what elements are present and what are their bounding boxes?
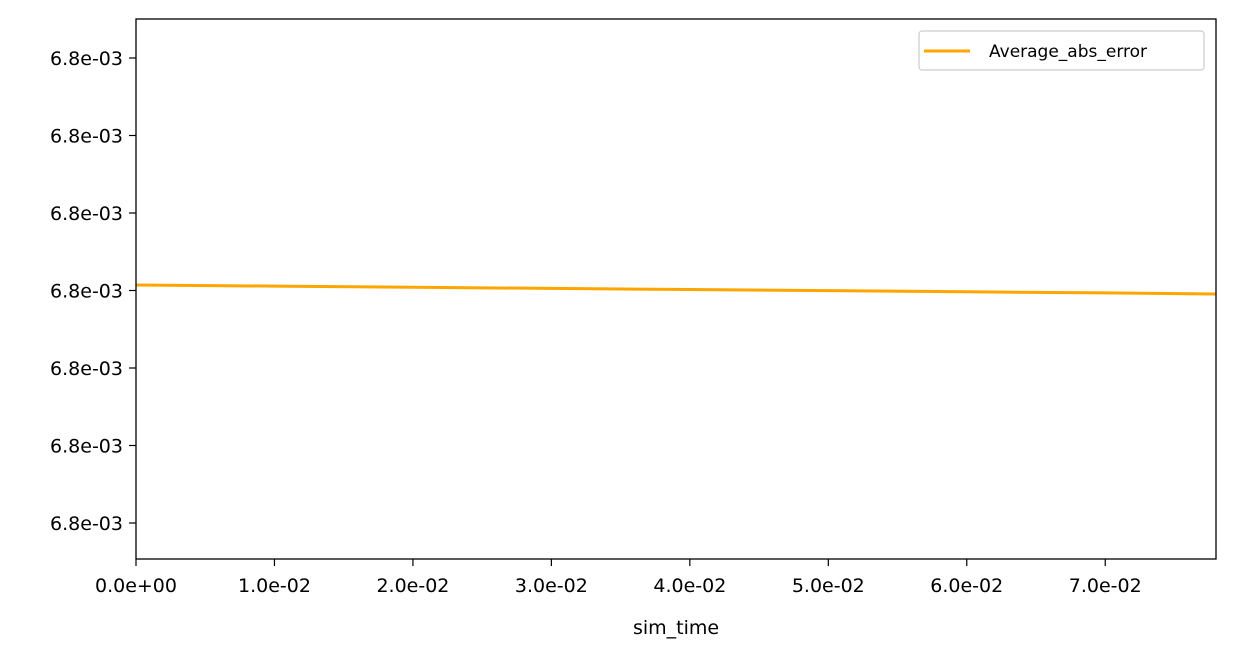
x-tick-label: 2.0e-02 (376, 575, 449, 597)
plot-frame (135, 18, 1217, 560)
legend-label-average-abs-error: Average_abs_error (989, 42, 1147, 62)
x-tick-label: 5.0e-02 (792, 575, 865, 597)
x-tick-label: 4.0e-02 (653, 575, 726, 597)
legend-box (918, 30, 1205, 71)
y-tick-label: 6.8e-03 (50, 126, 123, 148)
y-axis-ticks: 6.8e-03 6.8e-03 6.8e-03 6.8e-03 6.8e-03 6.8e-… (50, 48, 136, 535)
y-tick-label: 6.8e-03 (50, 48, 123, 70)
series-line-average-abs-error (135, 283, 1217, 296)
x-axis-label: sim_time (633, 617, 719, 639)
y-tick-label: 6.8e-03 (50, 436, 123, 458)
legend: Average_abs_error (918, 30, 1205, 71)
y-tick-label: 6.8e-03 (50, 281, 123, 303)
x-tick-label: 3.0e-02 (515, 575, 588, 597)
x-tick-label: 6.0e-02 (930, 575, 1003, 597)
x-tick-label: 0.0e+00 (95, 575, 177, 597)
x-axis-ticks: 0.0e+00 1.0e-02 2.0e-02 3.0e-02 4.0e-02 5.0e-… (95, 559, 1142, 597)
y-tick-label: 6.8e-03 (50, 203, 123, 225)
x-tick-label: 1.0e-02 (238, 575, 311, 597)
y-tick-label: 6.8e-03 (50, 513, 123, 535)
y-tick-label: 6.8e-03 (50, 358, 123, 380)
x-tick-label: 7.0e-02 (1069, 575, 1142, 597)
series-layer (135, 283, 1217, 296)
